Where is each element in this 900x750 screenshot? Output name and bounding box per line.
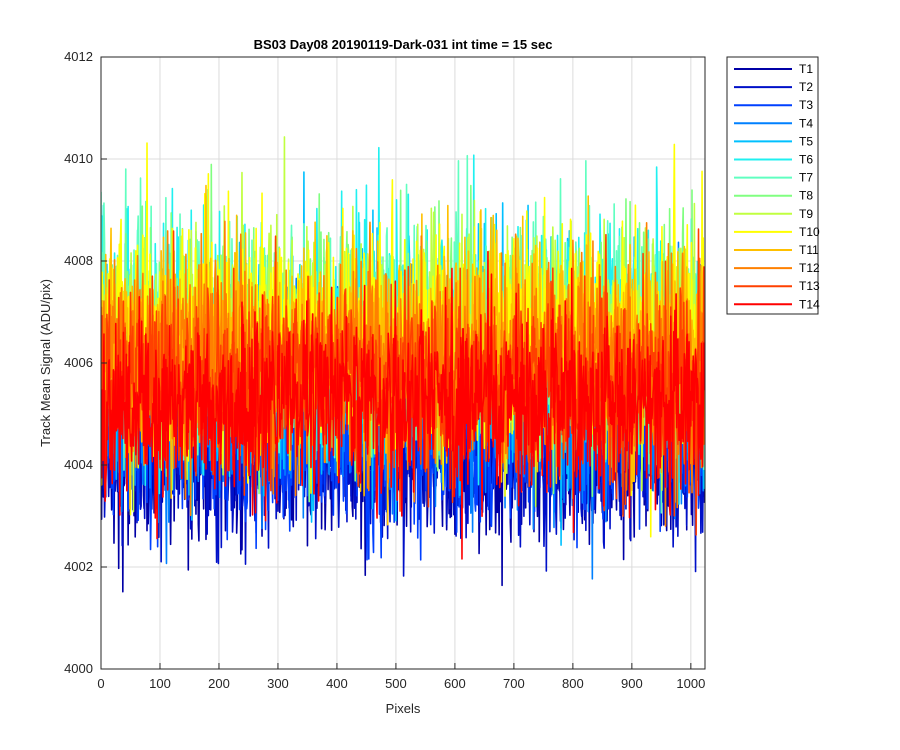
legend-label-t1: T1 [799,62,813,76]
x-tick-label: 900 [621,676,643,691]
y-tick-label: 4008 [64,253,93,268]
legend-label-t9: T9 [799,207,813,221]
x-axis-label: Pixels [386,701,421,716]
legend-label-t5: T5 [799,134,813,148]
legend-label-t11: T11 [799,243,819,257]
y-axis: 4000 4002 4004 4006 4008 4010 4012 [64,49,107,676]
legend-label-t7: T7 [799,171,813,185]
chart-title: BS03 Day08 20190119-Dark-031 int time = … [254,37,553,52]
plot-area [101,136,705,593]
x-tick-label: 800 [562,676,584,691]
y-axis-label: Track Mean Signal (ADU/pix) [38,279,53,447]
legend: T1 T2 T3 T4 T5 T6 T7 T8 T9 T10 T11 T12 T13 T14 [726,56,820,315]
x-tick-label: 200 [208,676,230,691]
legend-label-t14: T14 [799,297,820,311]
legend-label-t13: T13 [799,279,820,293]
y-tick-label: 4000 [64,661,93,676]
legend-label-t8: T8 [799,189,813,203]
y-tick-label: 4010 [64,151,93,166]
y-tick-label: 4006 [64,355,93,370]
x-tick-label: 400 [326,676,348,691]
legend-label-t12: T12 [799,261,820,275]
series-lines [101,136,705,593]
legend-label-t4: T4 [799,116,813,130]
y-tick-label: 4012 [64,49,93,64]
x-tick-label: 100 [149,676,171,691]
series-line-t14 [101,250,705,560]
x-tick-label: 300 [267,676,289,691]
x-tick-label: 1000 [676,676,705,691]
y-tick-label: 4002 [64,559,93,574]
legend-label-t6: T6 [799,153,813,167]
x-tick-label: 600 [444,676,466,691]
x-tick-label: 700 [503,676,525,691]
legend-label-t2: T2 [799,80,813,94]
legend-label-t3: T3 [799,98,813,112]
legend-box [726,56,819,315]
x-axis: 0 100 200 300 400 500 600 700 800 900 1000 [97,663,705,691]
y-tick-label: 4004 [64,457,93,472]
x-tick-label: 500 [385,676,407,691]
legend-label-t10: T10 [799,225,820,239]
x-tick-label: 0 [97,676,104,691]
